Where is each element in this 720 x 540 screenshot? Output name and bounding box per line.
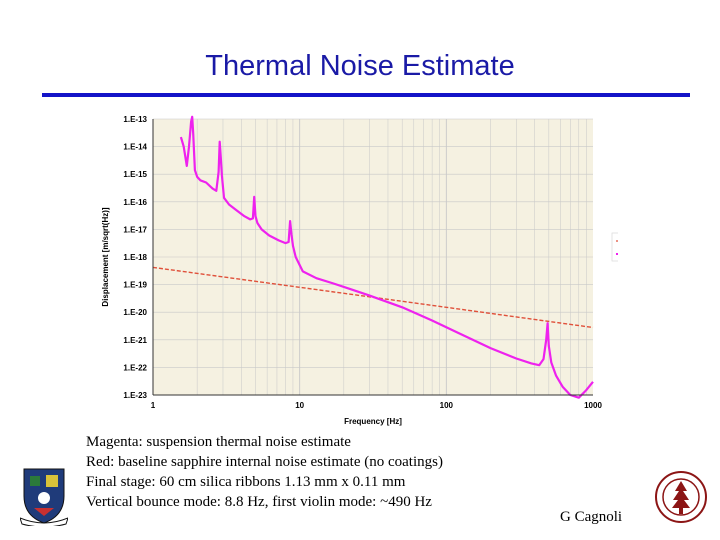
- y-tick-label: 1.E-16: [123, 198, 147, 207]
- author-name: G Cagnoli: [560, 509, 623, 525]
- x-tick-label: 1000: [584, 401, 602, 410]
- x-axis-label: Frequency [Hz]: [344, 417, 402, 426]
- x-tick-label: 100: [440, 401, 454, 410]
- x-tick-label: 1: [151, 401, 156, 410]
- y-axis-label: Displacement [m/sqrt(Hz)]: [101, 207, 110, 306]
- y-tick-label: 1.E-19: [123, 281, 147, 290]
- y-tick-label: 1.E-23: [123, 391, 147, 400]
- y-tick-label: 1.E-20: [123, 308, 147, 317]
- series-line-x-suspension: [179, 115, 594, 399]
- y-tick-label: 1.E-21: [123, 336, 147, 345]
- title-underline: [42, 93, 690, 97]
- y-tick-label: 1.E-15: [123, 170, 147, 179]
- stanford-seal-logo: [655, 471, 707, 523]
- note-line: Final stage: 60 cm silica ribbons 1.13 m…: [86, 474, 406, 490]
- university-crest-logo: [20, 468, 68, 526]
- note-line: Vertical bounce mode: 8.8 Hz, first viol…: [86, 494, 432, 510]
- y-tick-label: 1.E-22: [123, 363, 147, 372]
- notes: Magenta: suspension thermal noise estima…: [86, 432, 556, 512]
- y-tick-label: 1.E-13: [123, 115, 147, 124]
- noise-chart: 1.E-13 1.E-14 1.E-15 1.E-16 1.E-17 1.E-18 1.E-…: [101, 115, 618, 426]
- slide-title: Thermal Noise Estimate: [205, 50, 515, 82]
- x-tick-label: 10: [295, 401, 304, 410]
- y-tick-label: 1.E-18: [123, 253, 147, 262]
- legend-box: [611, 232, 618, 262]
- y-tick-label: 1.E-14: [123, 143, 147, 152]
- y-tick-label: 1.E-17: [123, 225, 147, 234]
- note-line: Red: baseline sapphire internal noise es…: [86, 454, 443, 470]
- note-line: Magenta: suspension thermal noise estima…: [86, 434, 351, 450]
